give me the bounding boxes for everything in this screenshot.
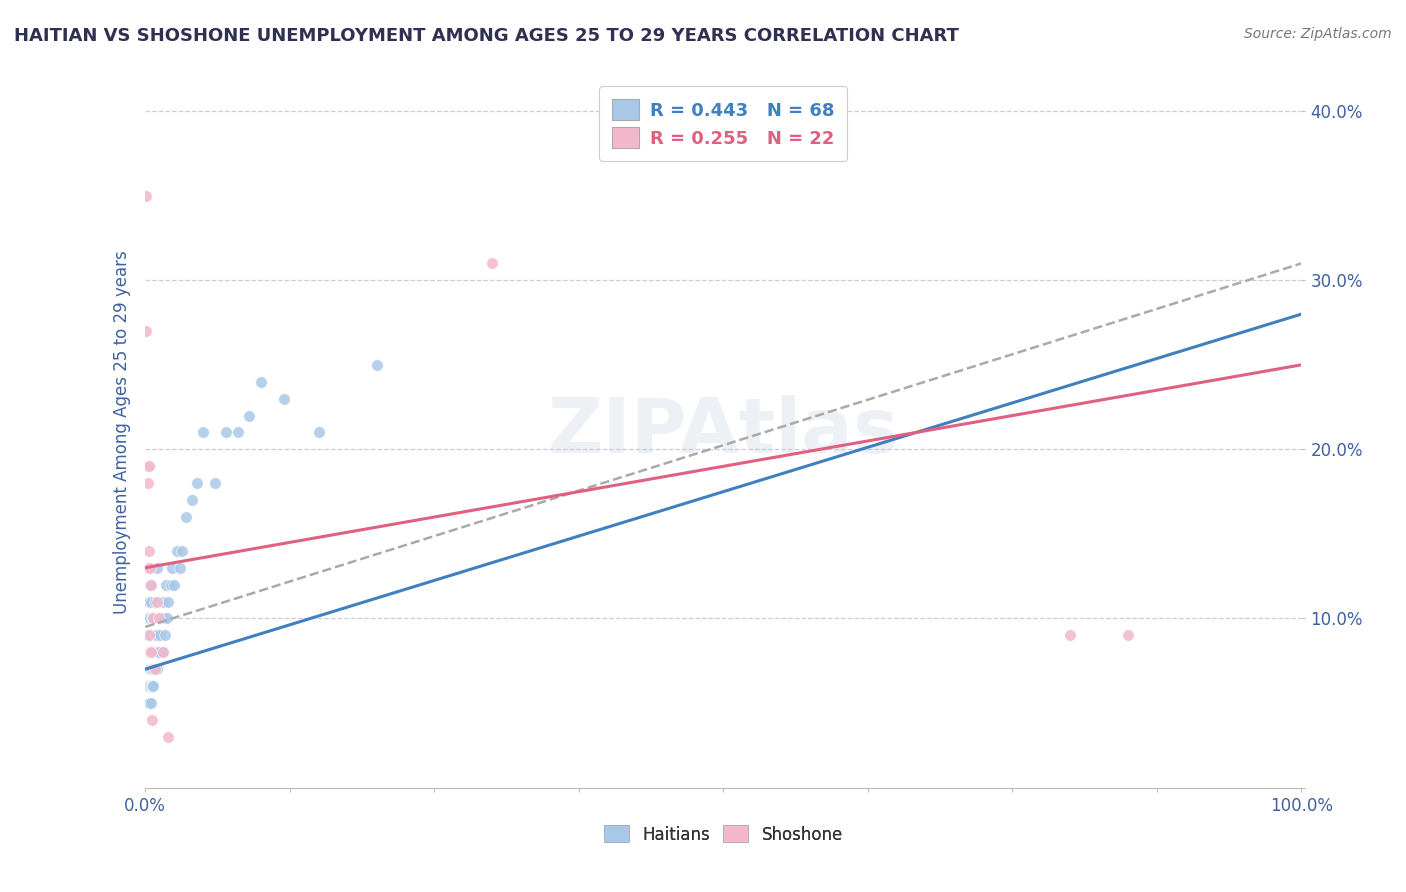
Point [139,577,162,591]
Point [366,358,388,372]
Point [142,611,165,625]
Point [139,662,162,676]
Point [172,544,194,558]
Point [138,459,160,474]
Point [143,628,166,642]
Point [138,594,160,608]
Point [136,560,159,574]
Point [139,645,162,659]
Point [180,493,202,508]
Point [250,375,273,389]
Point [139,560,162,574]
Point [186,476,208,491]
Point [146,560,169,574]
Point [160,560,183,574]
Point [157,730,180,744]
Point [138,544,160,558]
Point [142,645,165,659]
Point [142,662,165,676]
Point [163,577,186,591]
Point [141,645,163,659]
Point [156,611,179,625]
Point [146,628,169,642]
Point [238,409,260,423]
Point [135,188,157,202]
Point [146,594,169,608]
Point [226,425,249,440]
Point [138,696,160,710]
Point [143,662,166,676]
Point [139,645,162,659]
Point [169,560,191,574]
Point [273,392,295,406]
Point [145,628,167,642]
Text: HAITIAN VS SHOSHONE UNEMPLOYMENT AMONG AGES 25 TO 29 YEARS CORRELATION CHART: HAITIAN VS SHOSHONE UNEMPLOYMENT AMONG A… [14,27,959,45]
Point [139,645,162,659]
Point [136,611,159,625]
Point [215,425,238,440]
Point [166,544,188,558]
Point [136,459,159,474]
Point [1059,628,1081,642]
Point [150,611,173,625]
Legend: Haitians, Shoshone: Haitians, Shoshone [598,819,849,850]
Point [142,611,165,625]
Point [139,679,162,693]
Point [153,611,176,625]
Point [146,662,169,676]
Point [139,611,162,625]
Point [152,594,174,608]
Text: Source: ZipAtlas.com: Source: ZipAtlas.com [1244,27,1392,41]
Point [148,611,170,625]
Point [191,425,214,440]
Point [139,696,162,710]
Point [149,628,172,642]
Point [148,611,170,625]
Point [136,645,159,659]
Point [143,662,166,676]
Point [143,645,166,659]
Point [152,645,174,659]
Point [141,662,163,676]
Point [135,324,157,338]
Point [153,628,176,642]
Point [139,628,162,642]
Point [155,577,177,591]
Point [142,679,165,693]
Point [139,645,162,659]
Point [152,645,174,659]
Point [138,628,160,642]
Point [136,679,159,693]
Point [174,510,197,524]
Point [204,476,226,491]
Point [159,577,181,591]
Point [148,645,170,659]
Point [1116,628,1139,642]
Point [139,577,162,591]
Point [146,645,169,659]
Point [139,662,162,676]
Point [139,679,162,693]
Point [308,425,330,440]
Point [143,594,166,608]
Point [138,645,160,659]
Y-axis label: Unemployment Among Ages 25 to 29 years: Unemployment Among Ages 25 to 29 years [114,251,131,615]
Point [141,713,163,727]
Point [139,594,162,608]
Point [141,679,163,693]
Point [136,476,159,491]
Point [138,662,160,676]
Point [139,628,162,642]
Point [146,645,169,659]
Point [141,611,163,625]
Point [157,594,180,608]
Text: ZIPAtlas: ZIPAtlas [548,395,898,469]
Point [138,628,160,642]
Point [145,662,167,676]
Point [481,256,503,270]
